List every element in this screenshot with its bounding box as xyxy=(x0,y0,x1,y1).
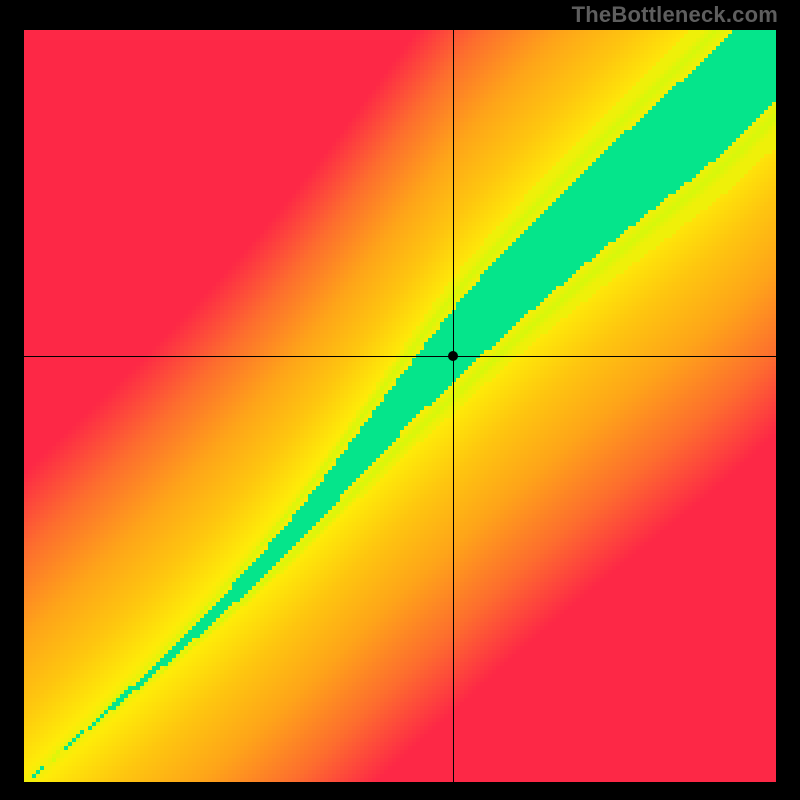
plot-area xyxy=(24,30,776,782)
crosshair-marker xyxy=(448,351,458,361)
heatmap-canvas xyxy=(24,30,776,782)
crosshair-horizontal xyxy=(24,356,776,357)
watermark-label: TheBottleneck.com xyxy=(572,2,778,28)
crosshair-vertical xyxy=(453,30,454,782)
